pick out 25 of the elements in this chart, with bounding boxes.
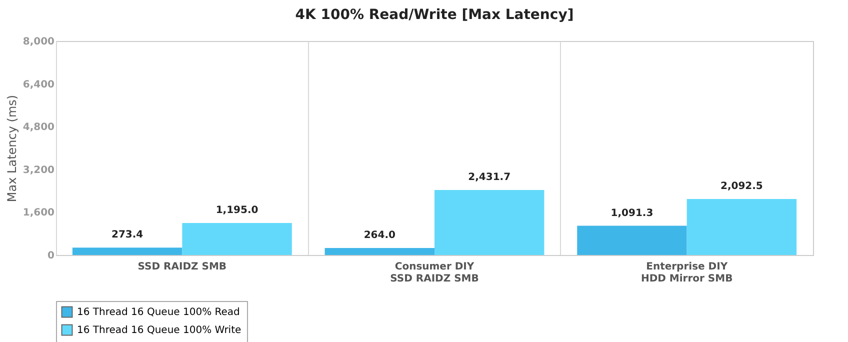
bar bbox=[72, 248, 182, 255]
y-tick-label: 3,200 bbox=[22, 164, 55, 176]
x-tick-label: Enterprise DIY HDD Mirror SMB bbox=[640, 262, 733, 284]
data-label: 1,091.3 bbox=[610, 208, 654, 219]
legend-label: 16 Thread 16 Queue 100% Read bbox=[77, 307, 240, 318]
y-tick-label: 1,600 bbox=[22, 208, 55, 219]
bar bbox=[324, 248, 434, 255]
bar bbox=[686, 199, 797, 255]
y-tick-label: 4,800 bbox=[22, 122, 55, 134]
x-tick-label: SSD RAIDZ SMB bbox=[138, 262, 227, 272]
y-tick-label: 0 bbox=[48, 250, 55, 262]
chart-title: 4K 100% Read/Write [Max Latency] bbox=[295, 7, 574, 23]
bar bbox=[434, 190, 544, 255]
bar bbox=[577, 226, 687, 255]
data-label: 2,092.5 bbox=[720, 181, 763, 192]
data-label: 1,195.0 bbox=[216, 205, 258, 216]
data-label: 2,431.7 bbox=[468, 172, 511, 183]
y-axis-title: Max Latency (ms) bbox=[4, 94, 19, 202]
data-label: 273.4 bbox=[111, 230, 144, 241]
y-tick-label: 6,400 bbox=[22, 79, 55, 90]
x-tick-label: Consumer DIY SSD RAIDZ SMB bbox=[390, 262, 479, 284]
data-label: 264.0 bbox=[364, 230, 396, 241]
bar bbox=[182, 223, 292, 255]
y-tick-label: 8,000 bbox=[22, 36, 55, 48]
legend-label: 16 Thread 16 Queue 100% Write bbox=[77, 325, 242, 336]
